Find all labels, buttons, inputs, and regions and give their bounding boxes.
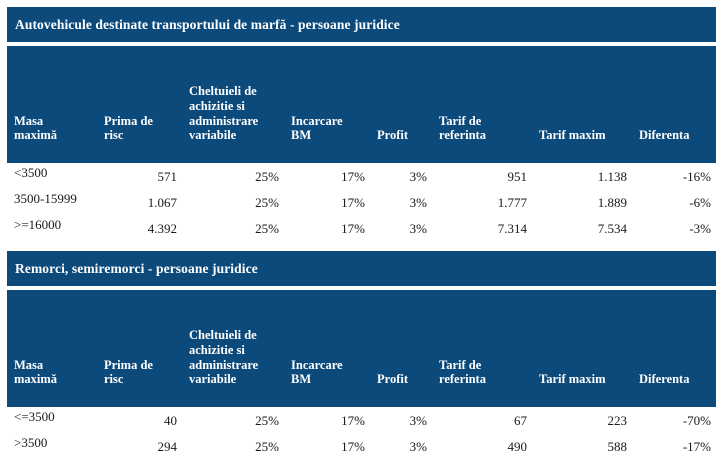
value-cell: 3% — [370, 433, 432, 459]
row-label-cell: <=3500 — [7, 407, 97, 433]
value-cell: 223 — [532, 407, 632, 433]
value-cell: 67 — [432, 407, 532, 433]
row-label-cell: >=16000 — [7, 215, 97, 241]
value-cell: -6% — [632, 189, 716, 215]
table-title: Remorci, semiremorci - persoane juridice — [15, 260, 258, 276]
table-row: 3500-15999 1.067 25% 17% 3% 1.777 1.889 … — [7, 189, 716, 215]
table-title: Autovehicule destinate transportului de … — [15, 16, 400, 32]
table-row: >3500 294 25% 17% 3% 490 588 -17% — [7, 433, 716, 459]
value-cell: 17% — [284, 189, 370, 215]
value-cell: 951 — [432, 163, 532, 189]
column-header-cheltuieli: Cheltuieli de achizitie si administrare … — [182, 290, 284, 407]
title-separator — [7, 42, 716, 46]
column-header-tarif-referinta: Tarif de referinta — [432, 46, 532, 163]
value-cell: 3% — [370, 163, 432, 189]
value-cell: 17% — [284, 433, 370, 459]
value-cell: 571 — [97, 163, 182, 189]
value-cell: 7.534 — [532, 215, 632, 241]
value-cell: 40 — [97, 407, 182, 433]
row-label-cell: <3500 — [7, 163, 97, 189]
column-header-tarif-maxim: Tarif maxim — [532, 46, 632, 163]
value-cell: 1.889 — [532, 189, 632, 215]
column-header-tarif-maxim: Tarif maxim — [532, 290, 632, 407]
tariff-table-autovehicule: Masa maximă Prima de risc Cheltuieli de … — [7, 46, 716, 241]
table-section-autovehicule: Autovehicule destinate transportului de … — [7, 7, 716, 241]
table-row: <=3500 40 25% 17% 3% 67 223 -70% — [7, 407, 716, 433]
column-header-masa-maxima: Masa maximă — [7, 46, 97, 163]
column-header-prima-de-risc: Prima de risc — [97, 46, 182, 163]
row-label-cell: >3500 — [7, 433, 97, 459]
column-header-diferenta: Diferenta — [632, 290, 716, 407]
table-title-bar: Remorci, semiremorci - persoane juridice — [7, 251, 716, 286]
table-title-bar: Autovehicule destinate transportului de … — [7, 7, 716, 42]
value-cell: 7.314 — [432, 215, 532, 241]
column-header-incarcare-bm: Incarcare BM — [284, 290, 370, 407]
value-cell: 25% — [182, 433, 284, 459]
value-cell: 1.138 — [532, 163, 632, 189]
value-cell: 25% — [182, 163, 284, 189]
title-separator — [7, 286, 716, 290]
value-cell: -16% — [632, 163, 716, 189]
value-cell: 3% — [370, 215, 432, 241]
value-cell: 1.777 — [432, 189, 532, 215]
table-section-remorci: Remorci, semiremorci - persoane juridice… — [7, 251, 716, 459]
value-cell: 490 — [432, 433, 532, 459]
row-label-cell: 3500-15999 — [7, 189, 97, 215]
column-header-incarcare-bm: Incarcare BM — [284, 46, 370, 163]
column-header-cheltuieli: Cheltuieli de achizitie si administrare … — [182, 46, 284, 163]
value-cell: 17% — [284, 215, 370, 241]
value-cell: 4.392 — [97, 215, 182, 241]
value-cell: 17% — [284, 163, 370, 189]
value-cell: 25% — [182, 407, 284, 433]
header-row: Masa maximă Prima de risc Cheltuieli de … — [7, 46, 716, 163]
value-cell: 17% — [284, 407, 370, 433]
value-cell: 294 — [97, 433, 182, 459]
value-cell: 588 — [532, 433, 632, 459]
table-row: >=16000 4.392 25% 17% 3% 7.314 7.534 -3% — [7, 215, 716, 241]
value-cell: -17% — [632, 433, 716, 459]
value-cell: -70% — [632, 407, 716, 433]
value-cell: 25% — [182, 215, 284, 241]
column-header-diferenta: Diferenta — [632, 46, 716, 163]
value-cell: 25% — [182, 189, 284, 215]
column-header-profit: Profit — [370, 46, 432, 163]
column-header-prima-de-risc: Prima de risc — [97, 290, 182, 407]
column-header-profit: Profit — [370, 290, 432, 407]
tariff-table-remorci: Masa maximă Prima de risc Cheltuieli de … — [7, 290, 716, 459]
header-row: Masa maximă Prima de risc Cheltuieli de … — [7, 290, 716, 407]
value-cell: 1.067 — [97, 189, 182, 215]
table-row: <3500 571 25% 17% 3% 951 1.138 -16% — [7, 163, 716, 189]
column-header-masa-maxima: Masa maximă — [7, 290, 97, 407]
column-header-tarif-referinta: Tarif de referinta — [432, 290, 532, 407]
value-cell: 3% — [370, 189, 432, 215]
section-separator — [7, 241, 716, 251]
value-cell: -3% — [632, 215, 716, 241]
value-cell: 3% — [370, 407, 432, 433]
